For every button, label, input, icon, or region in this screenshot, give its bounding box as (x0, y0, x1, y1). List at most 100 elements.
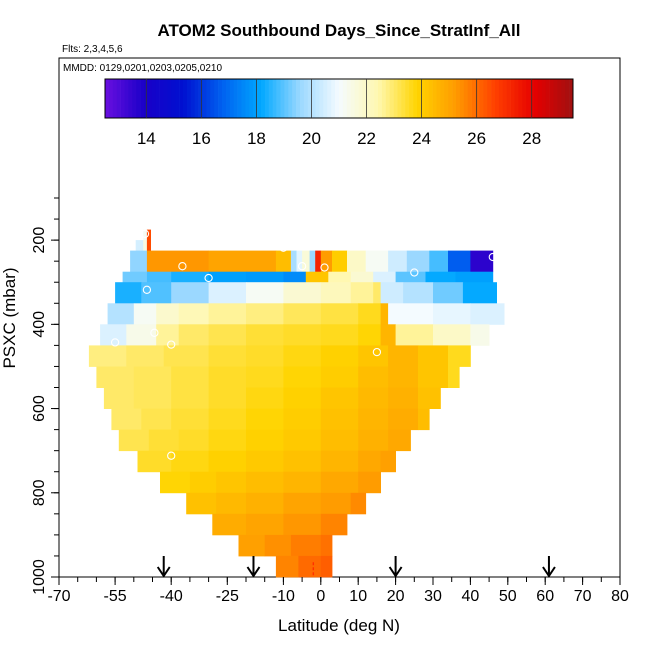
heatmap-cell (350, 282, 374, 304)
x-tick-label: -25 (216, 588, 239, 605)
colorbar-tick-label: 14 (137, 129, 156, 148)
heatmap-cell (320, 450, 359, 473)
heatmap-cell (171, 408, 209, 431)
colorbar-segment (393, 79, 398, 118)
sample-point (410, 268, 419, 277)
colorbar-segment (475, 79, 480, 118)
flights-label: Flts: 2,3,4,5,6 (62, 44, 123, 55)
colorbar-segment (288, 79, 293, 118)
heatmap-cell (418, 387, 441, 409)
heatmap-cell (418, 408, 430, 431)
x-tick-label: 50 (499, 588, 517, 605)
colorbar-segment (171, 79, 176, 118)
heatmap-cell (103, 387, 135, 409)
y-tick-label: 800 (31, 479, 48, 506)
heatmap-cell (358, 345, 389, 367)
colorbar-segment (183, 79, 188, 118)
heatmap-cell (143, 240, 148, 251)
heatmap-cell (320, 408, 359, 431)
x-axis: -70 -55 -40 -25 -10 0 10 20 30 40 50 60 70 80 (47, 577, 629, 605)
colorbar-segment (405, 79, 410, 118)
heatmap-cell (320, 429, 359, 452)
colorbar-segment (506, 79, 511, 118)
colorbar-segment (362, 79, 367, 118)
colorbar-segment (198, 79, 203, 118)
colorbar-segment (108, 79, 114, 118)
colorbar-tick-label: 16 (192, 129, 211, 148)
colorbar-segment (249, 79, 254, 118)
heatmap-cell (395, 324, 434, 346)
heatmap-cell (350, 492, 367, 515)
heatmap-cell (163, 345, 209, 367)
colorbar-segment (471, 79, 476, 118)
sample-point (204, 273, 213, 283)
colorbar-segment (444, 79, 449, 118)
heatmap-cell (320, 250, 333, 273)
heatmap-cell (186, 492, 217, 515)
heatmap-cell (208, 429, 247, 452)
colorbar-segment (186, 79, 192, 118)
heatmap-cell (246, 303, 284, 325)
colorbar-segment (549, 79, 554, 118)
colorbar-segment (420, 79, 426, 118)
colorbar-segment (514, 79, 519, 118)
colorbar-segment (417, 79, 422, 118)
heatmap-cell (126, 345, 165, 367)
x-tick-label: -40 (160, 588, 183, 605)
colorbar-segment (136, 79, 141, 118)
heatmap-cell (208, 345, 247, 367)
colorbar-segment (432, 79, 437, 118)
colorbar-segment (354, 79, 359, 118)
heatmap-cell (246, 513, 284, 536)
colorbar-segment (147, 79, 153, 118)
heatmap-cell (380, 282, 404, 304)
heatmap-cell (470, 303, 505, 325)
heatmap-cell (320, 366, 359, 388)
colorbar-segment (483, 79, 488, 118)
heatmap-cell (455, 271, 494, 283)
colorbar-segment (237, 79, 242, 118)
y-tick-label: 200 (31, 227, 48, 254)
colorbar-segment (284, 79, 289, 118)
x-tick-label: 30 (424, 588, 442, 605)
heatmap-cell (156, 303, 179, 325)
sample-point (110, 338, 120, 347)
colorbar-segment (296, 79, 301, 118)
colorbar-tick-label: 20 (302, 129, 321, 148)
colorbar-segment (358, 79, 363, 118)
heatmap-cell (208, 250, 277, 273)
heatmap-cell (171, 271, 209, 283)
colorbar-segment (132, 79, 137, 118)
y-tick-label: 400 (31, 311, 48, 338)
heatmap-cell (403, 282, 434, 304)
heatmap-cell (133, 366, 172, 388)
colorbar-frame (104, 78, 574, 119)
heatmap-cell (283, 492, 322, 515)
heatmap-cell (433, 303, 471, 325)
colorbar-segment (276, 79, 281, 118)
colorbar-segment (350, 79, 355, 118)
heatmap-cell (429, 250, 449, 273)
heatmap-cell (448, 345, 471, 367)
heatmap-cell (137, 450, 172, 473)
heatmap-cell (171, 450, 209, 473)
arrows-layer (156, 556, 556, 578)
heatmap-cell (315, 250, 322, 273)
chart-title: ATOM2 Southbound Days_Since_StratInf_All (157, 21, 520, 40)
colorbar-segment (518, 79, 523, 118)
heatmap-cell (135, 240, 144, 251)
heatmap-cell (358, 429, 389, 452)
sample-point (142, 285, 152, 294)
heatmap-cell (283, 303, 322, 325)
heatmap-cell (320, 555, 333, 578)
heatmap-cell (347, 250, 367, 273)
heatmap-cell (283, 450, 322, 473)
heatmap-cell (160, 471, 191, 494)
heatmap-cell (373, 271, 396, 283)
colorbar-segment (479, 79, 484, 118)
heatmap-cell (380, 450, 396, 473)
colorbar-segment (280, 79, 285, 118)
heatmap-cell (238, 534, 266, 557)
colorbar-segment (557, 79, 562, 118)
heatmap-cell (208, 282, 247, 304)
